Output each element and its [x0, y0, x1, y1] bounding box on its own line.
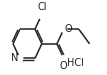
Text: O: O — [65, 24, 73, 34]
Circle shape — [17, 56, 23, 61]
Text: O: O — [60, 61, 68, 71]
Text: HCl: HCl — [68, 58, 84, 68]
Text: Cl: Cl — [37, 2, 47, 12]
Text: N: N — [11, 53, 19, 63]
Circle shape — [38, 11, 46, 19]
Circle shape — [61, 26, 67, 32]
Circle shape — [61, 56, 67, 61]
